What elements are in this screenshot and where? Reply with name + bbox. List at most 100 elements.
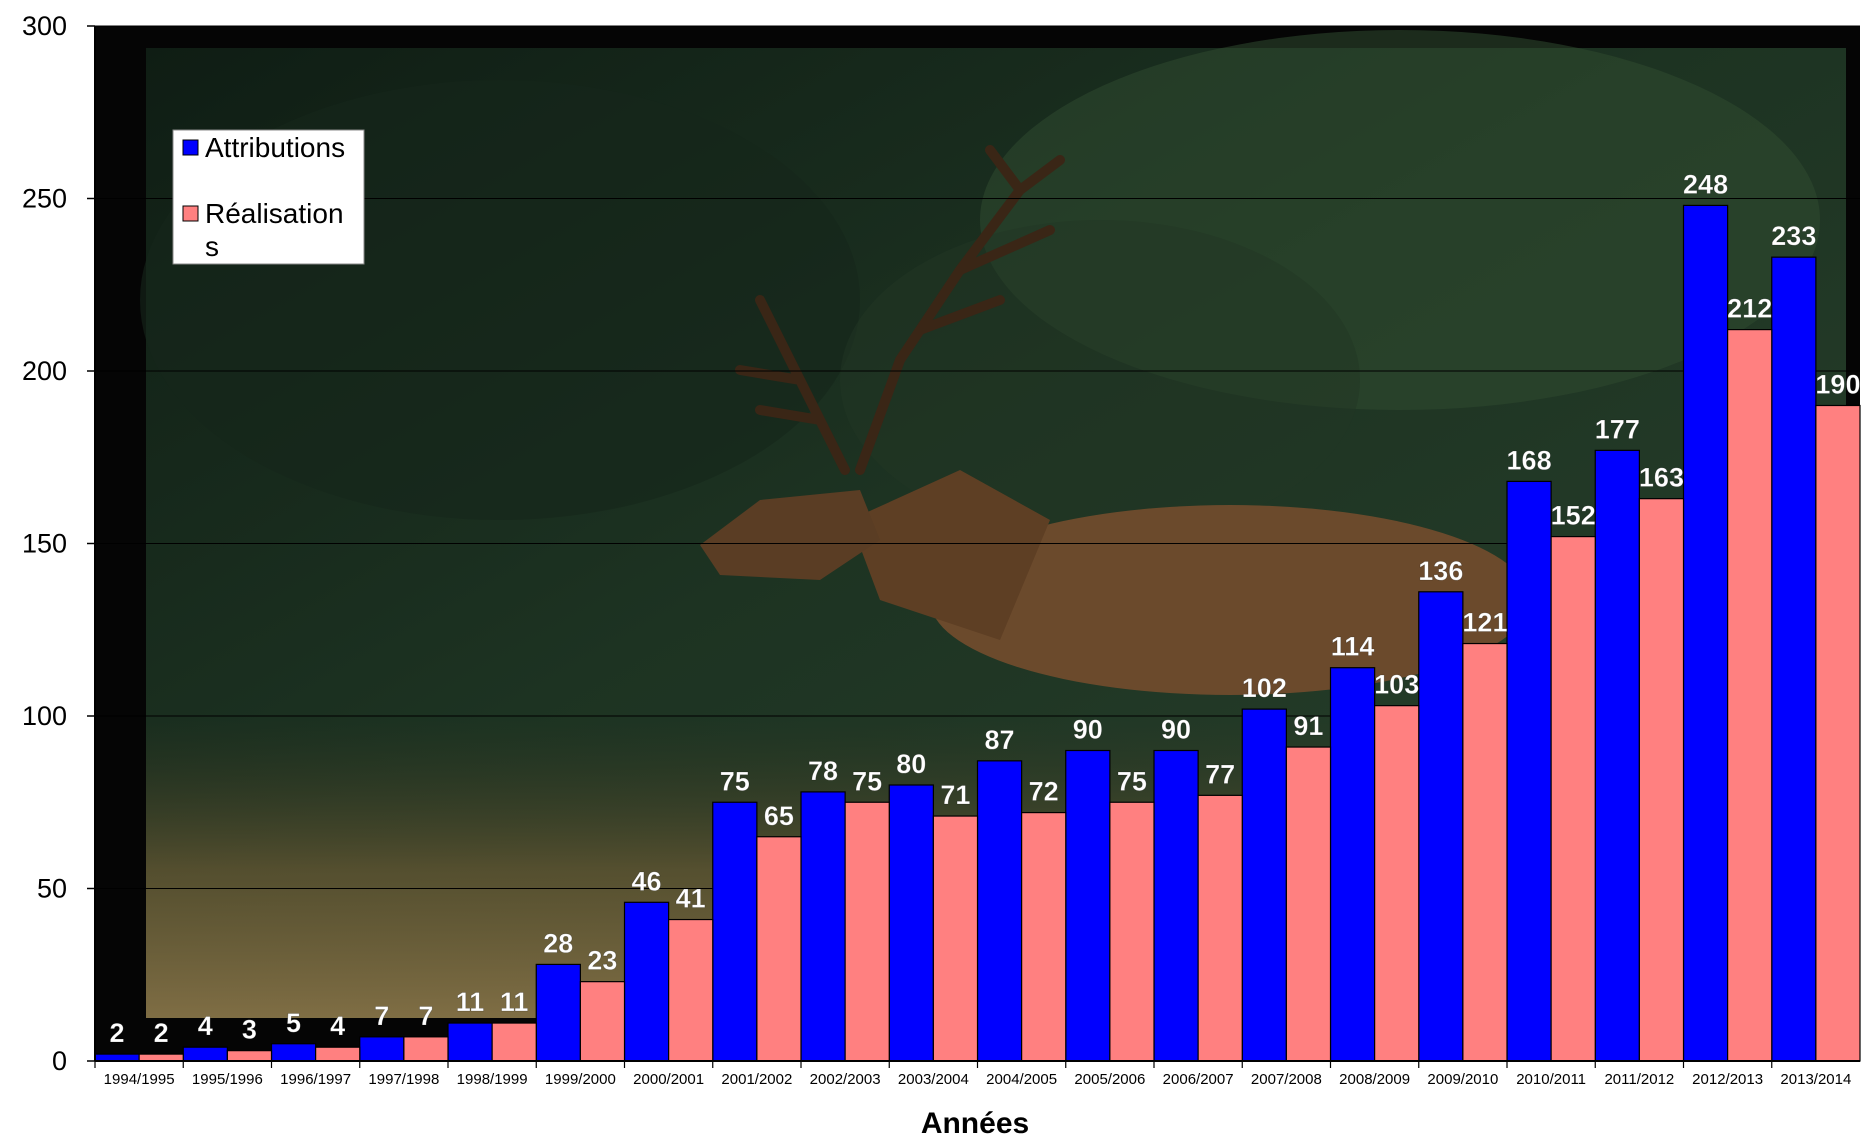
bar-attributions [1418,591,1464,1062]
bar-realisations [579,981,626,1062]
data-label: 75 [1117,766,1147,796]
bar-realisations [668,918,714,1062]
data-label: 103 [1374,670,1419,700]
data-label: 77 [1205,759,1235,789]
data-label: 136 [1418,556,1463,586]
legend-label-realisations: Réalisation [205,198,344,229]
bar-attributions [1506,480,1552,1062]
bar-attributions [1065,749,1111,1062]
data-label: 11 [500,987,529,1017]
data-label: 163 [1639,463,1684,493]
data-label: 80 [896,749,926,779]
x-tick-label: 1994/1995 [104,1071,175,1088]
x-tick-label: 2011/2012 [1604,1071,1674,1088]
data-label: 90 [1073,715,1103,745]
bar-realisations [1727,329,1773,1062]
x-tick-label: 2004/2005 [986,1071,1057,1088]
x-tick-label: 2000/2001 [633,1071,704,1088]
bar-realisations [1374,705,1420,1062]
y-tick-label: 50 [37,874,67,904]
bar-attributions [535,963,581,1062]
y-tick-label: 200 [22,356,67,386]
bar-realisations [491,1022,537,1062]
x-tick-label: 2001/2002 [721,1071,792,1088]
bar-realisations [932,815,979,1062]
bar-realisations [1197,794,1243,1062]
data-label: 23 [587,946,617,976]
legend-swatch-attributions [182,139,199,156]
y-tick-label: 0 [52,1046,67,1076]
bar-realisations [1109,801,1155,1062]
bar-attributions [94,1053,140,1062]
data-label: 212 [1727,294,1772,324]
data-label: 248 [1683,169,1728,199]
data-label: 2 [110,1018,125,1048]
bar-realisations [844,801,890,1062]
data-label: 46 [632,866,662,896]
data-label: 75 [852,766,882,796]
data-label: 7 [418,1001,433,1031]
data-label: 190 [1815,370,1860,400]
data-label: 41 [676,884,706,914]
data-label: 72 [1029,777,1059,807]
deer-silhouette [700,145,1530,695]
data-label: 91 [1293,711,1323,741]
data-label: 233 [1771,221,1816,251]
legend-label-attributions: Attributions [205,132,345,163]
bar-realisations [1815,404,1861,1062]
data-label: 71 [940,780,970,810]
bar-realisations [1021,811,1067,1062]
bar-attributions [1329,667,1376,1062]
bar-realisations [1550,535,1596,1062]
bars [94,204,1861,1062]
legend-label-realisations-wrap: s [205,231,219,262]
x-tick-label: 2005/2006 [1074,1071,1145,1088]
legend-swatch-realisations [182,205,199,222]
bar-realisations [1462,642,1508,1062]
bar-attributions [1682,204,1729,1062]
bar-realisations [403,1036,449,1062]
x-tick-label: 2007/2008 [1251,1071,1322,1088]
data-label: 4 [330,1011,345,1041]
x-tick-label: 1999/2000 [545,1071,616,1088]
bar-realisations [315,1046,361,1062]
data-label: 4 [198,1011,213,1041]
x-tick-label: 2010/2011 [1516,1071,1586,1088]
x-axis-label: Années [921,1107,1029,1139]
data-label: 65 [764,801,794,831]
bar-attributions [712,801,758,1062]
x-tick-label: 2009/2010 [1427,1071,1498,1088]
x-tick-label: 2013/2014 [1780,1071,1851,1088]
legend: Attributions Réalisation s [172,129,365,265]
data-label: 114 [1331,632,1375,662]
bar-attributions [800,791,846,1062]
data-label: 3 [242,1015,257,1045]
x-tick-label: 2006/2007 [1163,1071,1234,1088]
data-label: 121 [1462,608,1507,638]
data-label: 78 [808,756,838,786]
bar-realisations [138,1053,184,1062]
bar-realisations [1638,498,1685,1062]
bar-attributions [182,1046,228,1062]
bar-attributions [1594,449,1640,1062]
bar-realisations [226,1050,273,1062]
data-label: 28 [543,928,573,958]
y-tick-label: 250 [22,184,67,214]
x-tick-label: 1997/1998 [368,1071,439,1088]
bar-attributions [623,901,670,1062]
bar-attributions [447,1022,493,1062]
bar-realisations [1285,746,1332,1062]
data-label: 177 [1595,414,1640,444]
x-tick-label: 2008/2009 [1339,1071,1410,1088]
y-tick-label: 100 [22,701,67,731]
x-tick-label: 2003/2004 [898,1071,969,1088]
bar-attributions [1153,749,1199,1062]
bar-attributions [888,784,934,1062]
data-label: 2 [154,1018,169,1048]
x-tick-label: 1995/1996 [192,1071,263,1088]
bar-attributions [359,1036,405,1062]
data-label: 7 [374,1001,389,1031]
x-tick-label: 1998/1999 [457,1071,528,1088]
bar-attributions [1771,256,1817,1062]
